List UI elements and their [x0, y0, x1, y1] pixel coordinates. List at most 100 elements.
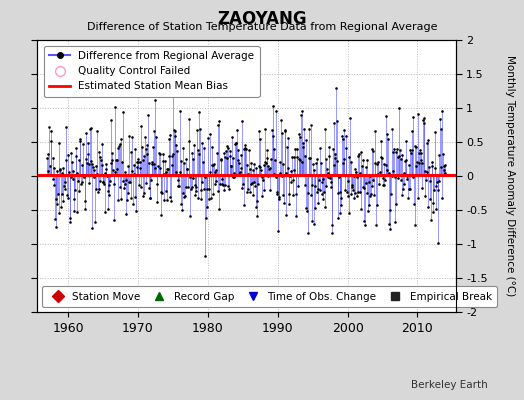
Point: [398, 152, 407, 158]
Point: [415, 160, 423, 166]
Point: [255, 128, 264, 134]
Point: [236, 169, 244, 175]
Point: [218, 176, 226, 182]
Point: [382, 112, 390, 119]
Point: [188, 184, 196, 190]
Point: [140, 190, 148, 196]
Point: [52, 196, 60, 202]
Point: [332, 85, 340, 91]
Point: [295, 155, 303, 162]
Point: [440, 167, 449, 173]
Point: [331, 155, 340, 162]
Point: [71, 186, 79, 193]
Point: [162, 168, 170, 175]
Point: [283, 164, 292, 171]
Point: [142, 146, 150, 152]
Point: [319, 176, 327, 182]
Point: [84, 151, 92, 158]
Point: [75, 138, 84, 144]
Point: [233, 127, 241, 133]
Point: [181, 156, 190, 162]
Point: [337, 202, 346, 208]
Point: [146, 195, 155, 202]
Point: [418, 185, 426, 192]
Point: [145, 185, 154, 191]
Point: [351, 190, 359, 197]
Point: [232, 139, 241, 146]
Point: [96, 178, 104, 184]
Point: [210, 161, 218, 167]
Point: [289, 177, 297, 184]
Point: [331, 151, 339, 158]
Point: [385, 170, 393, 176]
Point: [55, 140, 63, 146]
Point: [189, 156, 198, 162]
Point: [161, 188, 170, 194]
Point: [183, 166, 192, 172]
Point: [335, 174, 343, 180]
Point: [56, 166, 64, 173]
Point: [306, 155, 314, 161]
Point: [50, 165, 59, 171]
Point: [409, 114, 417, 120]
Point: [438, 108, 446, 114]
Point: [282, 212, 291, 218]
Point: [379, 182, 387, 188]
Point: [400, 180, 409, 187]
Point: [392, 201, 401, 208]
Point: [114, 145, 123, 152]
Point: [206, 130, 214, 137]
Point: [381, 162, 390, 168]
Point: [291, 146, 299, 152]
Point: [402, 138, 410, 144]
Point: [328, 230, 336, 236]
Point: [241, 142, 249, 148]
Point: [109, 166, 117, 173]
Point: [215, 118, 223, 124]
Point: [413, 194, 422, 201]
Point: [168, 162, 176, 168]
Point: [188, 150, 196, 156]
Point: [141, 134, 149, 140]
Point: [334, 190, 342, 196]
Point: [388, 125, 397, 132]
Point: [71, 145, 80, 151]
Point: [59, 165, 68, 172]
Point: [249, 161, 258, 167]
Point: [316, 159, 325, 166]
Point: [178, 189, 187, 196]
Point: [351, 166, 359, 172]
Point: [340, 127, 348, 134]
Point: [385, 221, 394, 227]
Point: [417, 157, 425, 164]
Point: [406, 146, 414, 153]
Point: [245, 166, 254, 172]
Point: [132, 208, 140, 214]
Point: [111, 169, 119, 176]
Point: [258, 174, 267, 181]
Point: [441, 170, 450, 176]
Point: [106, 178, 114, 184]
Point: [197, 187, 205, 194]
Point: [363, 156, 372, 163]
Point: [384, 136, 392, 142]
Point: [56, 165, 64, 172]
Point: [302, 136, 310, 143]
Point: [288, 154, 296, 160]
Point: [410, 222, 419, 228]
Point: [319, 196, 328, 203]
Point: [86, 158, 95, 164]
Point: [110, 217, 118, 223]
Point: [418, 160, 427, 166]
Point: [209, 161, 217, 168]
Point: [79, 173, 88, 180]
Point: [260, 159, 269, 165]
Point: [250, 179, 259, 185]
Point: [225, 186, 233, 192]
Point: [368, 145, 376, 152]
Point: [374, 171, 382, 178]
Point: [107, 117, 115, 123]
Point: [157, 189, 165, 195]
Point: [147, 176, 155, 183]
Point: [325, 144, 334, 151]
